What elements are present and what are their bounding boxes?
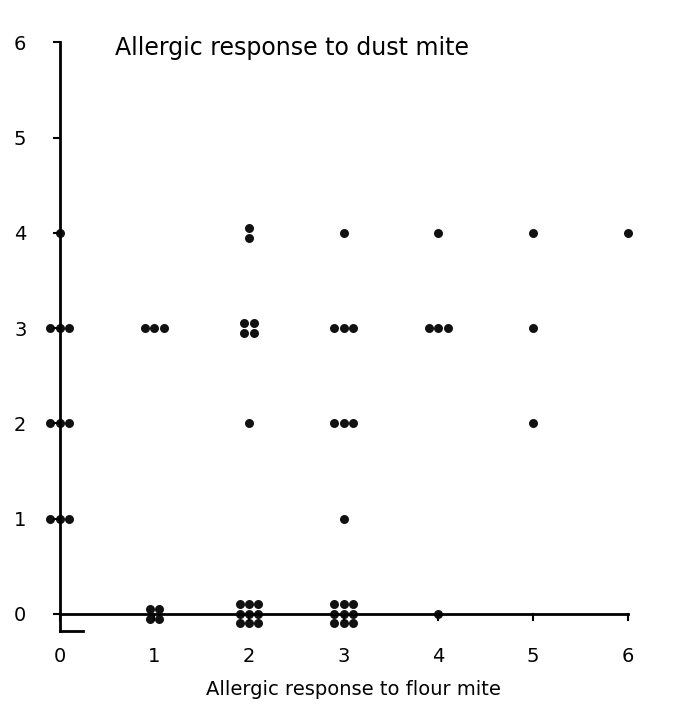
Point	[528, 418, 539, 429]
Point	[45, 418, 56, 429]
Point	[54, 227, 65, 239]
Point	[253, 617, 264, 629]
Point	[234, 599, 245, 610]
Point	[338, 513, 349, 524]
Point	[329, 617, 340, 629]
Point	[622, 227, 633, 239]
Point	[45, 322, 56, 334]
Point	[243, 617, 254, 629]
Point	[243, 418, 254, 429]
Point	[348, 599, 359, 610]
Point	[54, 418, 65, 429]
Point	[329, 608, 340, 620]
Point	[442, 322, 453, 334]
Point	[144, 613, 155, 625]
Point	[243, 608, 254, 620]
Point	[338, 617, 349, 629]
Point	[424, 322, 435, 334]
X-axis label: Allergic response to flour mite: Allergic response to flour mite	[206, 680, 501, 699]
Point	[248, 327, 259, 339]
Point	[54, 322, 65, 334]
Point	[329, 418, 340, 429]
Point	[253, 608, 264, 620]
Point	[154, 603, 165, 615]
Point	[243, 599, 254, 610]
Point	[348, 617, 359, 629]
Point	[248, 318, 259, 329]
Point	[239, 318, 250, 329]
Point	[338, 418, 349, 429]
Point	[433, 227, 444, 239]
Point	[433, 608, 444, 620]
Point	[338, 599, 349, 610]
Point	[54, 513, 65, 524]
Point	[348, 418, 359, 429]
Point	[253, 599, 264, 610]
Point	[154, 613, 165, 625]
Text: Allergic response to dust mite: Allergic response to dust mite	[115, 36, 469, 60]
Point	[528, 227, 539, 239]
Point	[149, 322, 160, 334]
Point	[243, 222, 254, 234]
Point	[338, 608, 349, 620]
Point	[63, 322, 74, 334]
Point	[63, 513, 74, 524]
Point	[45, 513, 56, 524]
Point	[528, 322, 539, 334]
Point	[348, 608, 359, 620]
Point	[234, 617, 245, 629]
Point	[239, 327, 250, 339]
Point	[338, 227, 349, 239]
Point	[348, 322, 359, 334]
Point	[329, 599, 340, 610]
Point	[234, 608, 245, 620]
Point	[139, 322, 150, 334]
Point	[433, 322, 444, 334]
Point	[329, 322, 340, 334]
Point	[158, 322, 169, 334]
Point	[338, 322, 349, 334]
Point	[63, 418, 74, 429]
Point	[144, 603, 155, 615]
Point	[243, 232, 254, 243]
